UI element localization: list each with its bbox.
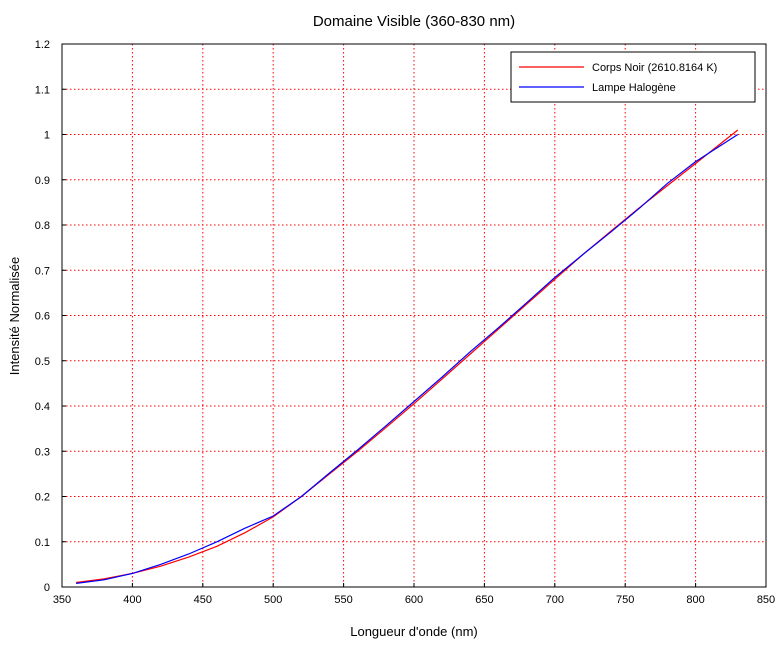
y-tick-label: 0.1 bbox=[35, 537, 50, 549]
x-tick-label: 850 bbox=[757, 594, 775, 606]
x-tick-label: 400 bbox=[123, 594, 141, 606]
grid bbox=[62, 44, 766, 587]
y-axis-label: Intensité Normalisée bbox=[7, 257, 22, 376]
x-tick-label: 600 bbox=[405, 594, 423, 606]
x-tick-label: 350 bbox=[53, 594, 71, 606]
y-tick-label: 0.6 bbox=[35, 311, 50, 323]
legend-label: Lampe Halogène bbox=[592, 82, 676, 94]
y-tick-label: 0.7 bbox=[35, 265, 50, 277]
y-tick-label: 0.8 bbox=[35, 220, 50, 232]
x-tick-label: 550 bbox=[334, 594, 352, 606]
x-tick-label: 750 bbox=[616, 594, 634, 606]
series-group bbox=[76, 129, 739, 584]
y-tick-label: 0.3 bbox=[35, 446, 50, 458]
legend: Corps Noir (2610.8164 K) Lampe Halogène bbox=[510, 51, 756, 103]
y-tick-label: 0.2 bbox=[35, 492, 50, 504]
y-tick-label: 0 bbox=[44, 582, 50, 594]
y-tick-label: 1.2 bbox=[35, 39, 50, 51]
chart-title: Domaine Visible (360-830 nm) bbox=[313, 13, 515, 30]
series-line-2 bbox=[76, 133, 739, 584]
x-tick-label: 700 bbox=[546, 594, 564, 606]
y-tick-label: 0.5 bbox=[35, 356, 50, 368]
legend-label: Corps Noir (2610.8164 K) bbox=[592, 62, 717, 74]
x-tick-label: 650 bbox=[475, 594, 493, 606]
y-tick-label: 0.9 bbox=[35, 175, 50, 187]
x-tick-label: 800 bbox=[686, 594, 704, 606]
y-tick-label: 0.4 bbox=[35, 401, 50, 413]
y-tick-label: 1.1 bbox=[35, 84, 50, 96]
series-line-1 bbox=[76, 129, 739, 584]
x-tick-label: 450 bbox=[194, 594, 212, 606]
x-axis-label: Longueur d'onde (nm) bbox=[350, 624, 478, 639]
ticks: 350 400 450 500 550 600 650 700 750 800 850 0 0.1 0.2… bbox=[35, 39, 775, 606]
y-tick-label: 1 bbox=[44, 130, 50, 142]
x-tick-label: 500 bbox=[264, 594, 282, 606]
legend-box bbox=[510, 51, 756, 103]
